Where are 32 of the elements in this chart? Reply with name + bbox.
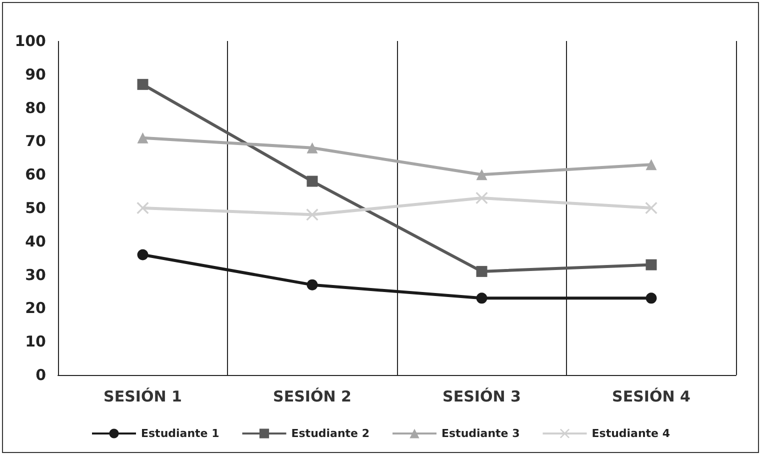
y-tick-label: 40 [25, 232, 46, 250]
point [646, 259, 657, 270]
x-tick-label: SESIÓN 1 [104, 388, 182, 406]
x-tick-label: SESIÓN 2 [273, 388, 352, 406]
x-tick-label: SESIÓN 3 [442, 388, 521, 406]
point [137, 132, 148, 144]
legend-label: Estudiante 1 [140, 427, 220, 440]
point [306, 176, 318, 187]
point [137, 78, 148, 90]
point [646, 159, 657, 170]
point [137, 249, 148, 260]
legend-label: Estudiante 2 [291, 427, 370, 440]
point [476, 266, 488, 277]
point [646, 292, 657, 304]
y-tick-label: 30 [25, 266, 46, 284]
y-tick-label: 70 [25, 132, 46, 150]
point [476, 292, 488, 304]
y-tick-label: 90 [25, 65, 46, 84]
y-tick-label: 20 [25, 299, 46, 318]
point [306, 208, 318, 221]
legend-label: Estudiante 4 [592, 427, 670, 440]
y-tick-label: 0 [36, 366, 46, 384]
y-tick-label: 100 [14, 32, 46, 50]
y-tick-label: 60 [25, 166, 46, 184]
y-tick-label: 50 [25, 199, 46, 217]
y-tick-label: 10 [25, 332, 46, 351]
x-tick-label: SESIÓN 4 [612, 388, 690, 406]
y-tick-label: 80 [25, 98, 46, 117]
point [306, 279, 318, 290]
point [306, 142, 318, 154]
point [476, 169, 488, 180]
legend-label: Estudiante 3 [442, 427, 520, 440]
